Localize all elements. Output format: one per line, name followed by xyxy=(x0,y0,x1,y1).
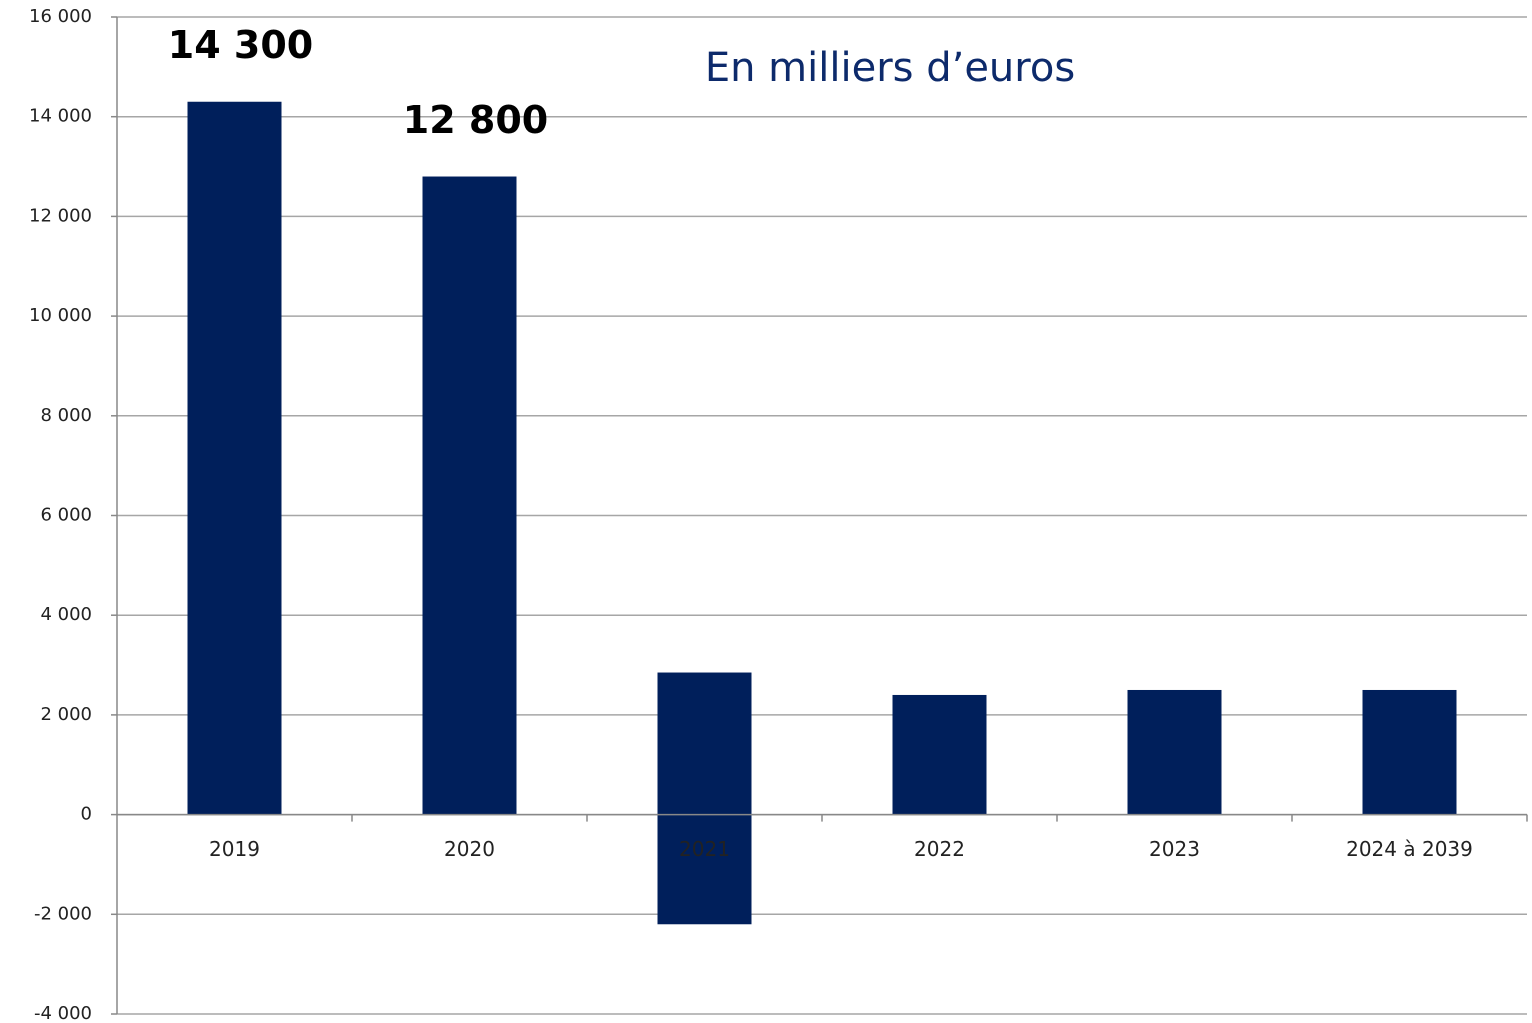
y-tick-label: 16 000 xyxy=(29,6,92,27)
annotation: En milliers d’euros xyxy=(705,45,1075,91)
y-tick-label: -4 000 xyxy=(34,1003,92,1023)
y-tick-label: 0 xyxy=(81,804,92,825)
y-tick-label: 8 000 xyxy=(40,405,92,426)
x-tick-label: 2019 xyxy=(209,837,260,861)
y-tick-label: 6 000 xyxy=(40,505,92,526)
x-tick-label: 2023 xyxy=(1149,837,1200,861)
y-tick-label: -2 000 xyxy=(34,903,92,924)
x-tick-label: 2020 xyxy=(444,837,495,861)
x-tick-label: 2021 xyxy=(679,837,730,861)
x-tick-label: 2024 à 2039 xyxy=(1346,837,1473,861)
y-tick-label: 12 000 xyxy=(29,205,92,226)
data-label: 14 300 xyxy=(168,23,313,67)
data-label: 12 800 xyxy=(403,98,548,142)
bar xyxy=(657,672,752,815)
bar xyxy=(657,814,752,925)
bar xyxy=(187,101,282,815)
bar xyxy=(422,176,517,815)
y-tick-label: 10 000 xyxy=(29,305,92,326)
bar xyxy=(1362,689,1457,815)
y-tick-label: 4 000 xyxy=(40,604,92,625)
x-tick-label: 2022 xyxy=(914,837,965,861)
y-tick-label: 2 000 xyxy=(40,704,92,725)
bar xyxy=(1127,689,1222,815)
y-tick-label: 14 000 xyxy=(29,106,92,127)
bar xyxy=(892,694,987,815)
